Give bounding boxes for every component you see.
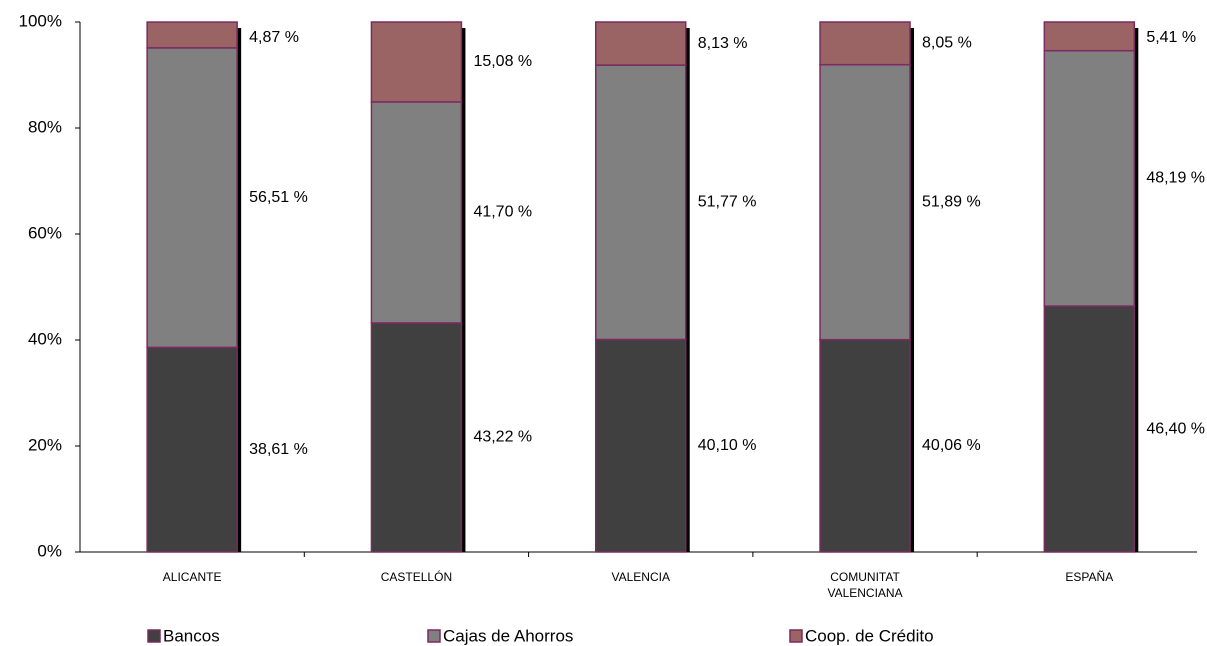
data-label: 40,10 % — [698, 437, 757, 454]
y-tick-label: 60% — [28, 223, 62, 242]
bar-segment — [370, 21, 463, 103]
data-label: 51,77 % — [698, 193, 757, 210]
legend-swatch — [789, 629, 803, 643]
data-label: 15,08 % — [473, 53, 532, 70]
bar-segment — [819, 21, 911, 66]
bar-segment — [594, 21, 687, 66]
bar-segment — [370, 101, 463, 324]
data-label: 48,19 % — [1146, 170, 1205, 187]
x-tick-label: ALICANTE — [163, 570, 222, 584]
data-label: 8,05 % — [922, 35, 972, 52]
x-tick-label: COMUNITAT VALENCIANA — [827, 570, 902, 600]
bar-segment — [594, 338, 687, 553]
data-label: 51,89 % — [922, 193, 981, 210]
bar-segment — [819, 63, 911, 341]
data-label: 56,51 % — [249, 189, 308, 206]
bar-segment — [1043, 305, 1136, 553]
y-tick-label: 0% — [37, 541, 62, 560]
x-tick-label: CASTELLÓN — [381, 569, 452, 584]
bar-segment — [1043, 49, 1136, 307]
bar-segment — [370, 322, 463, 553]
bar-segment — [146, 346, 238, 553]
y-tick-label: 100% — [19, 11, 62, 30]
x-tick-label: VALENCIA — [611, 570, 669, 584]
data-label: 41,70 % — [473, 204, 532, 221]
data-label: 43,22 % — [473, 429, 532, 446]
y-tick-label: 40% — [28, 329, 62, 348]
legend-swatch — [427, 629, 441, 643]
bar-segment — [819, 338, 911, 553]
y-tick-label: 80% — [28, 117, 62, 136]
legend-swatch — [147, 629, 161, 643]
data-label: 40,06 % — [922, 437, 981, 454]
legend-label: Coop. de Crédito — [805, 626, 934, 645]
data-label: 5,41 % — [1146, 29, 1196, 46]
data-label: 8,13 % — [698, 35, 748, 52]
bar-segment — [594, 64, 687, 341]
legend-label: Cajas de Ahorros — [443, 626, 573, 645]
bar-segment — [146, 47, 238, 349]
y-tick-label: 20% — [28, 435, 62, 454]
bar-segment — [1043, 21, 1136, 52]
x-tick-label: ESPAÑA — [1065, 570, 1113, 584]
legend-label: Bancos — [163, 626, 220, 645]
data-label: 38,61 % — [249, 441, 308, 458]
data-label: 46,40 % — [1146, 420, 1205, 437]
data-label: 4,87 % — [249, 29, 299, 46]
bar-segment — [146, 21, 238, 49]
